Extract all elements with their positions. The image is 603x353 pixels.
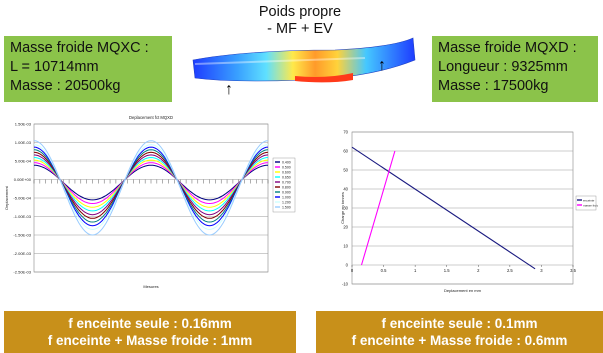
mqxd-info-box: Masse froide MQXD : Longueur : 9325mm Ma…: [432, 36, 598, 102]
x-tick-label: 1: [414, 268, 417, 273]
charge-deplacement-chart: 70 60 50 40 30 20 10 0 -10 0 0.5 1 1.5 2 2.5 3 3.5 Charge…: [340, 130, 598, 294]
y-tick-label: 1.50E-03: [15, 122, 32, 127]
legend-label-1.200: 1.200: [282, 200, 291, 204]
y-tick-label: 0.00E+00: [14, 177, 32, 182]
y-tick-label: 1.00E-03: [15, 140, 32, 145]
legend-label-enceinte: enceinte: [583, 198, 595, 202]
y-tick-label: 60: [343, 149, 348, 154]
page-title: Poids propre - MF + EV: [230, 4, 370, 38]
result-right-line-1: f enceinte seule : 0.1mm: [381, 316, 538, 331]
title-line-2: - MF + EV: [267, 21, 333, 37]
y-tick-label: -1.50E-03: [13, 233, 31, 238]
series-line-1.200: [33, 143, 269, 231]
x-tick-label: 3.5: [570, 268, 576, 273]
mqxc-label: Masse froide MQXC :: [10, 40, 149, 56]
series-line-0.700: [33, 154, 269, 216]
result-box-left: f enceinte seule : 0.16mm f enceinte + M…: [4, 311, 296, 353]
series-line-1.000: [33, 146, 269, 227]
fem-deformation-image: [192, 37, 416, 83]
x-tick-label: 1.5: [444, 268, 450, 273]
series-line-0.650: [33, 156, 269, 212]
y-tick-label: 0: [346, 263, 349, 268]
support-arrow-right-icon: ↑: [378, 57, 386, 74]
y-tick-label: -5.00E-04: [13, 196, 31, 201]
y-tick-label: -2.00E-03: [13, 251, 31, 256]
y-tick-label: 20: [343, 225, 348, 230]
series-line-0.600: [33, 159, 269, 208]
x-tick-label: 3: [540, 268, 543, 273]
x-tick-label: 2.5: [507, 268, 513, 273]
y-tick-label: -10: [342, 282, 349, 287]
legend-label-1.500: 1.500: [282, 205, 291, 209]
series-line-0.500: [33, 162, 269, 205]
y-axis-label: Deplacement: [4, 185, 9, 209]
y-axis-label: Charge en tonnes: [340, 192, 345, 224]
result-left-line-1: f enceinte seule : 0.16mm: [68, 316, 232, 331]
series-line-masse-froide: [360, 150, 396, 266]
y-tick-label: 40: [343, 187, 348, 192]
y-tick-label: -2.50E-03: [13, 270, 31, 275]
y-tick-label: 5.00E-04: [15, 159, 32, 164]
x-tick-label: 2: [477, 268, 480, 273]
y-tick-label: -1.00E-03: [13, 214, 31, 219]
title-line-1: Poids propre: [258, 4, 342, 20]
mqxd-label: Masse froide MQXD :: [438, 40, 577, 56]
legend-label-0.700: 0.700: [282, 180, 291, 184]
legend-label-0.800: 0.800: [282, 185, 291, 189]
legend-label-0.900: 0.900: [282, 190, 291, 194]
series-line-enceinte: [351, 146, 536, 270]
mqxc-length: L = 10714mm: [10, 59, 99, 75]
chart-title: Deplacement fct MQXD: [129, 115, 173, 120]
y-tick-label: 70: [343, 130, 348, 135]
legend-label-masse-froide: masse froide: [583, 203, 598, 207]
legend-label-0.600: 0.600: [282, 170, 291, 174]
deplacement-chart: Deplacement fct MQXD 1.50E-03 1.00E-03 5.00…: [4, 115, 296, 289]
legend-label-0.400: 0.400: [282, 160, 291, 164]
series-line-0.400: [34, 164, 268, 201]
series-line-0.800: [33, 151, 269, 219]
support-arrow-left-icon: ↑: [225, 81, 233, 98]
x-tick-label: 0: [351, 268, 354, 273]
legend-label-0.650: 0.650: [282, 175, 291, 179]
series-line-1.500: [33, 140, 269, 236]
result-left-line-2: f enceinte + Masse froide : 1mm: [47, 333, 253, 348]
result-box-right: f enceinte seule : 0.1mm f enceinte + Ma…: [316, 311, 603, 353]
x-tick-label: 0.5: [381, 268, 387, 273]
x-axis-label: Mesures: [143, 284, 158, 289]
mqxd-mass: Masse : 17500kg: [438, 78, 549, 94]
legend-label-0.500: 0.500: [282, 165, 291, 169]
mqxc-info-box: Masse froide MQXC : L = 10714mm Masse : …: [4, 36, 172, 102]
series-line-0.900: [33, 149, 269, 223]
mqxd-length: Longueur : 9325mm: [438, 59, 568, 75]
mqxc-mass: Masse : 20500kg: [10, 78, 121, 94]
legend-label-1.000: 1.000: [282, 195, 291, 199]
y-tick-label: 30: [343, 206, 348, 211]
result-right-line-2: f enceinte + Masse froide : 0.6mm: [351, 333, 568, 348]
y-tick-label: 50: [343, 168, 348, 173]
y-tick-label: 10: [343, 244, 348, 249]
x-axis-label: Deplacement en mm: [444, 288, 482, 293]
